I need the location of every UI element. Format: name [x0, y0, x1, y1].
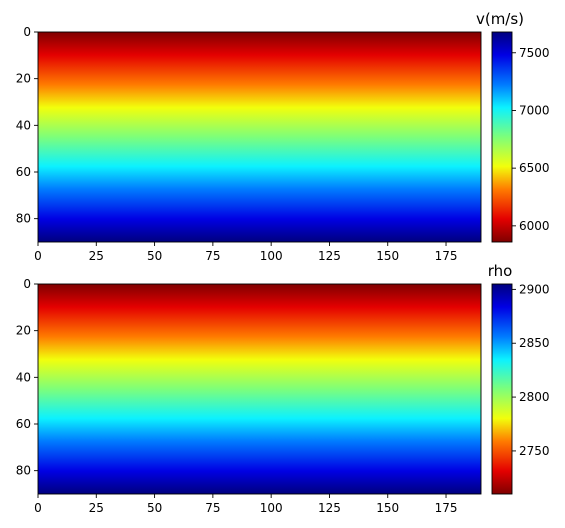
colorbar-tick-label: 6500 [519, 161, 550, 175]
x-tick-label: 125 [318, 249, 341, 263]
y-tick-label: 40 [16, 370, 31, 384]
x-tick-label: 50 [147, 249, 162, 263]
x-tick-label: 75 [205, 249, 220, 263]
y-tick-label: 0 [23, 25, 31, 39]
x-axis-ticks: 0 25 50 75 100 125 150 175 [34, 494, 457, 515]
y-axis-ticks: 0 20 40 60 80 [16, 277, 38, 478]
colorbar-tick-label: 2900 [519, 282, 550, 296]
x-tick-label: 100 [260, 249, 283, 263]
colorbar-label: rho [488, 262, 513, 280]
y-tick-label: 20 [16, 72, 31, 86]
heatmap-panel-velocity: 0 25 50 75 100 125 150 175 0 20 40 60 80 6000 6500 70… [16, 10, 550, 263]
x-tick-label: 0 [34, 249, 42, 263]
x-tick-label: 150 [376, 249, 399, 263]
x-tick-label: 25 [89, 249, 104, 263]
heatmap-image [38, 284, 481, 494]
y-tick-label: 60 [16, 165, 31, 179]
x-tick-label: 50 [147, 501, 162, 515]
x-tick-label: 150 [376, 501, 399, 515]
colorbar-tick-label: 6000 [519, 219, 550, 233]
x-tick-label: 25 [89, 501, 104, 515]
x-tick-label: 100 [260, 501, 283, 515]
colorbar-label: v(m/s) [476, 10, 524, 28]
x-tick-label: 75 [205, 501, 220, 515]
y-tick-label: 40 [16, 118, 31, 132]
heatmap-image [38, 32, 481, 242]
colorbar-ticks: 2750 2800 2850 2900 [512, 282, 550, 458]
y-tick-label: 20 [16, 324, 31, 338]
x-tick-label: 175 [435, 249, 458, 263]
y-tick-label: 0 [23, 277, 31, 291]
x-tick-label: 0 [34, 501, 42, 515]
x-tick-label: 175 [435, 501, 458, 515]
x-tick-label: 125 [318, 501, 341, 515]
heatmap-panel-density: 0 25 50 75 100 125 150 175 0 20 40 60 80 2750 2800 28… [16, 262, 550, 515]
y-tick-label: 80 [16, 212, 31, 226]
colorbar [491, 31, 513, 243]
colorbar-tick-label: 7500 [519, 46, 550, 60]
colorbar-ticks: 6000 6500 7000 7500 [512, 46, 550, 233]
y-tick-label: 80 [16, 464, 31, 478]
colorbar-tick-label: 2850 [519, 336, 550, 350]
colorbar [491, 283, 513, 495]
plot-frame [37, 31, 482, 243]
y-tick-label: 60 [16, 417, 31, 431]
colorbar-tick-label: 7000 [519, 103, 550, 117]
plot-frame [37, 283, 482, 495]
colorbar-tick-label: 2750 [519, 444, 550, 458]
colorbar-tick-label: 2800 [519, 390, 550, 404]
x-axis-ticks: 0 25 50 75 100 125 150 175 [34, 242, 457, 263]
y-axis-ticks: 0 20 40 60 80 [16, 25, 38, 226]
